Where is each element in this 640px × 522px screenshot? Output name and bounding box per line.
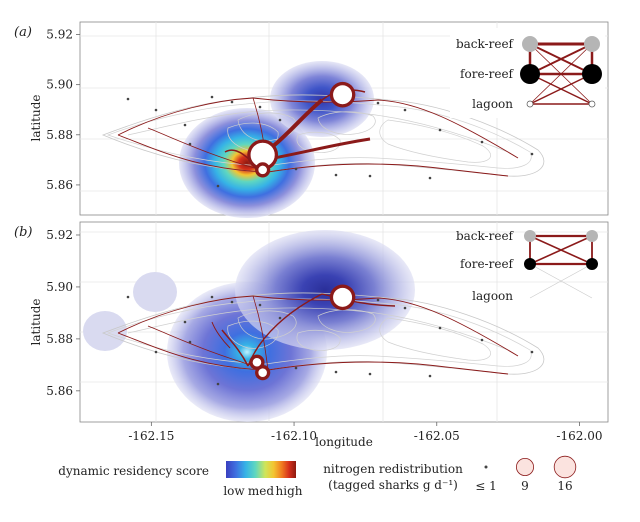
colorbar	[226, 461, 296, 478]
ytick-label: 5.86	[46, 384, 73, 398]
ytick-label: 5.88	[46, 332, 73, 346]
inset-a-label-lagoon: lagoon	[472, 97, 513, 111]
size-legend-circle	[553, 455, 577, 479]
panel-b: back-reef fore-reef lagoon (b) latitude …	[14, 221, 609, 449]
panel-b-inset: back-reef fore-reef lagoon	[456, 229, 598, 303]
panel-b-label: (b)	[14, 225, 32, 240]
size-legend-circle	[516, 457, 535, 476]
panel-b-halo-west	[83, 311, 127, 351]
colorbar-label-high: high	[276, 484, 303, 498]
panel-a-receivers	[126, 95, 534, 188]
panel-a-hotspot-secondary	[270, 61, 374, 137]
node	[252, 357, 262, 368]
inset-a-label-back-reef: back-reef	[456, 37, 515, 51]
xtick-label: -162.05	[414, 429, 460, 443]
colorbar-label-low: low	[223, 484, 245, 498]
panel-b-halo-nw	[133, 272, 177, 312]
ytick-label: 5.90	[46, 280, 73, 294]
inset-b-back-reef-node-left	[524, 230, 536, 242]
size-legend-label: 16	[557, 479, 572, 493]
inset-a-fore-reef-node-right	[582, 64, 602, 84]
panel-a-ylabel: latitude	[29, 95, 43, 142]
ytick-label: 5.92	[46, 28, 73, 42]
xtick-label: -162.10	[271, 429, 317, 443]
legend: dynamic residency score low med high nit…	[58, 455, 577, 498]
ytick-label: 5.86	[46, 178, 73, 192]
ytick-label: 5.92	[46, 228, 73, 242]
panel-a: back-reef fore-reef lagoon (a) latitude …	[14, 21, 609, 218]
inset-b-fore-reef-node-left	[524, 258, 536, 270]
size-legend-label: 9	[521, 479, 529, 493]
panel-b-xlabel: longitude	[315, 435, 373, 449]
inset-a-lagoon-node-left	[526, 100, 534, 108]
xtick-label: -162.15	[128, 429, 174, 443]
colorbar-label-med: med	[248, 484, 274, 498]
inset-b-fore-reef-node-right	[586, 258, 598, 270]
inset-b-back-reef-node-right	[586, 230, 598, 242]
node	[257, 164, 268, 175]
inset-a-label-fore-reef: fore-reef	[460, 67, 514, 81]
inset-a-lagoon-node-right	[588, 100, 596, 108]
colorbar-title: dynamic residency score	[58, 464, 209, 478]
size-legend-circle	[484, 465, 488, 469]
inset-a-back-reef-node-left	[522, 36, 538, 52]
inset-b-label-lagoon: lagoon	[472, 289, 513, 303]
panel-b-xticks: -162.15 -162.10 -162.05 -162.00	[128, 422, 602, 443]
panel-a-nodes	[247, 81, 356, 178]
panel-b-receivers	[126, 295, 534, 386]
inset-a-back-reef-node-right	[584, 36, 600, 52]
ytick-label: 5.90	[46, 78, 73, 92]
inset-a-fore-reef-node-left	[520, 64, 540, 84]
ytick-label: 5.88	[46, 128, 73, 142]
panel-b-hotspot-secondary	[235, 230, 415, 350]
size-legend-markers: ≤ 1 9 16	[475, 455, 577, 493]
panel-a-hotspot-main	[179, 108, 315, 218]
panel-b-nodes	[249, 284, 356, 381]
size-legend-label: ≤ 1	[475, 479, 497, 493]
panel-a-label: (a)	[14, 25, 32, 40]
inset-b-label-fore-reef: fore-reef	[460, 257, 514, 271]
node	[257, 367, 268, 378]
panel-a-yticks: 5.86 5.88 5.90 5.92	[46, 28, 80, 192]
node	[332, 287, 353, 308]
size-legend-title-line2: (tagged sharks g d⁻¹)	[328, 478, 458, 492]
panel-a-inset: back-reef fore-reef lagoon	[450, 28, 605, 118]
xtick-label: -162.00	[556, 429, 602, 443]
inset-b-label-back-reef: back-reef	[456, 229, 515, 243]
node	[332, 84, 353, 105]
size-legend-title-line1: nitrogen redistribution	[323, 462, 463, 476]
panel-b-yticks: 5.86 5.88 5.90 5.92	[46, 228, 80, 398]
panel-b-ylabel: latitude	[29, 299, 43, 346]
